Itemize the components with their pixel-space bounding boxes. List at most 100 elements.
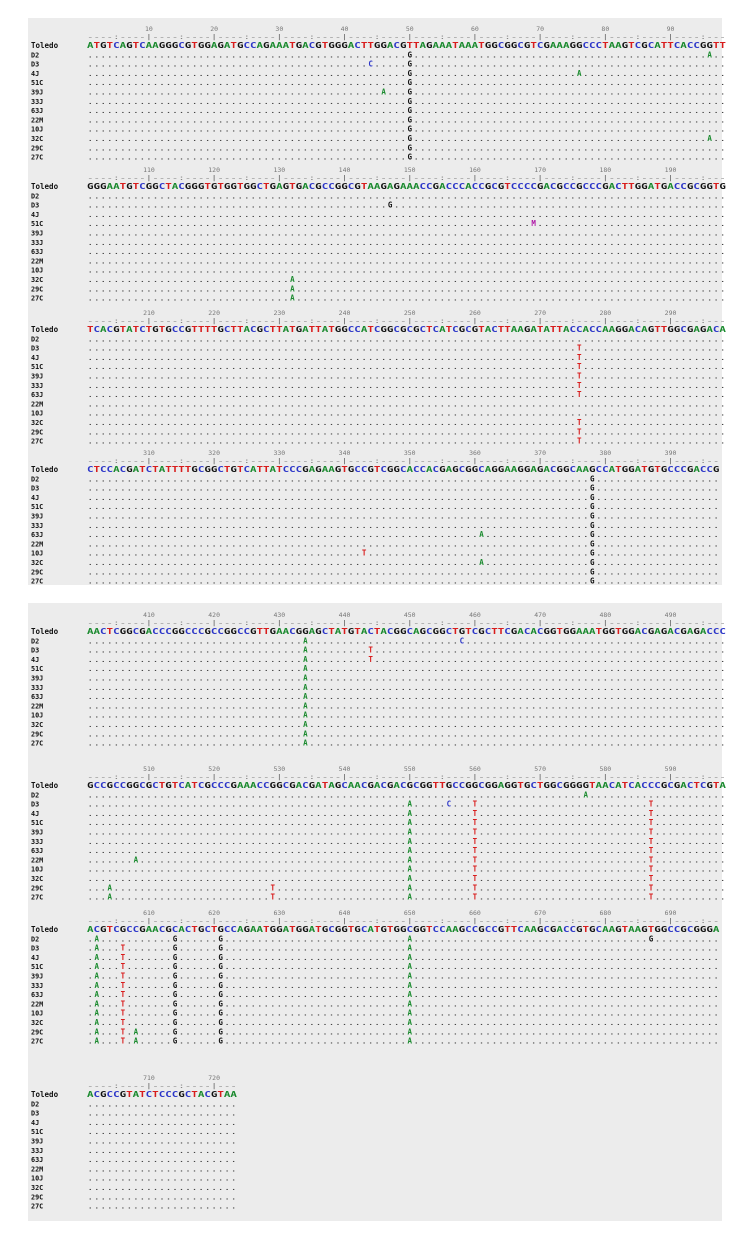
reference-base: G: [543, 627, 550, 636]
reference-base: T: [615, 627, 622, 636]
variant-background: [576, 389, 583, 399]
ruler-tick-label: 350: [404, 449, 416, 457]
reference-base: A: [596, 781, 603, 790]
reference-base: C: [687, 925, 694, 934]
variant-background: [406, 49, 413, 59]
reference-base: C: [159, 1090, 166, 1099]
variant-background: [406, 854, 413, 864]
variant-background: [576, 343, 583, 352]
reference-base: C: [250, 325, 257, 334]
reference-base: G: [139, 925, 146, 934]
sample-label: 32C: [31, 1019, 43, 1027]
reference-base: G: [152, 182, 159, 191]
variant-background: [119, 998, 127, 1008]
reference-base: G: [107, 781, 114, 790]
ruler-tick-label: 430: [273, 611, 285, 619]
variant-base: G: [173, 944, 178, 953]
variant-base: G: [218, 972, 223, 981]
reference-base: A: [635, 627, 642, 636]
sample-sequence-dots: ........................................…: [87, 712, 726, 720]
sample-sequence-dots: ........................................…: [87, 267, 726, 275]
ruler-tick-label: 60: [471, 25, 479, 33]
variant-base: A: [95, 953, 100, 962]
variant-base: A: [479, 530, 484, 539]
variant-background: [576, 417, 583, 426]
sample-label: D2: [31, 935, 39, 943]
variant-background: [471, 864, 479, 873]
reference-base: G: [211, 1090, 218, 1099]
reference-base: A: [152, 41, 159, 50]
reference-base: G: [622, 41, 629, 50]
sample-label: 39J: [31, 675, 43, 683]
variant-base: C: [447, 800, 452, 809]
reference-base: T: [654, 325, 661, 334]
reference-base: C: [674, 182, 681, 191]
reference-base: A: [309, 925, 316, 934]
reference-base: C: [596, 325, 603, 334]
reference-base: A: [563, 41, 570, 50]
reference-base: T: [504, 925, 511, 934]
variant-base: A: [303, 683, 308, 692]
reference-base: A: [133, 465, 140, 474]
reference-base: C: [433, 925, 440, 934]
reference-base: G: [556, 465, 563, 474]
reference-base: G: [602, 627, 609, 636]
reference-base: G: [700, 41, 707, 50]
ruler-tick-label: 570: [534, 765, 546, 773]
variant-background: [471, 892, 479, 901]
reference-base: T: [719, 41, 726, 50]
sample-label: 33J: [31, 98, 43, 106]
ruler-tick-label: 620: [208, 909, 220, 917]
variant-base: G: [407, 134, 412, 143]
variant-base: G: [388, 201, 393, 210]
sample-label: 33J: [31, 1147, 43, 1155]
reference-base: C: [635, 41, 642, 50]
sample-sequence-dots: ........................................…: [87, 559, 719, 567]
variant-base: A: [407, 883, 412, 892]
reference-base: C: [596, 41, 603, 50]
variant-background: [93, 943, 101, 952]
sample-label: 4J: [31, 70, 39, 78]
reference-base: T: [211, 325, 218, 334]
ruler-tick-label: 20: [210, 25, 218, 33]
sample-sequence-dots: ........................................…: [87, 1028, 719, 1036]
reference-base: T: [191, 41, 198, 50]
reference-base: A: [172, 182, 179, 191]
reference-base: T: [374, 465, 381, 474]
sample-sequence-dots: ........................................…: [87, 220, 726, 228]
reference-base: G: [393, 182, 400, 191]
reference-base: G: [511, 627, 518, 636]
reference-base: G: [687, 325, 694, 334]
reference-base: T: [498, 325, 505, 334]
reference-base: C: [348, 325, 355, 334]
variant-base: G: [218, 990, 223, 999]
reference-base: A: [439, 41, 446, 50]
reference-base: T: [622, 182, 629, 191]
reference-base: T: [172, 465, 179, 474]
sample-sequence-dots: ........................................…: [87, 239, 726, 247]
reference-base: G: [406, 781, 413, 790]
reference-base: G: [204, 627, 211, 636]
reference-base: C: [361, 925, 368, 934]
sample-label: D3: [31, 1110, 39, 1118]
reference-base: G: [335, 325, 342, 334]
reference-base: G: [569, 41, 576, 50]
variant-base: T: [649, 874, 654, 883]
reference-base: T: [478, 325, 485, 334]
variant-background: [171, 1008, 179, 1017]
reference-base: T: [191, 925, 198, 934]
reference-base: A: [237, 925, 244, 934]
reference-base: C: [433, 325, 440, 334]
reference-base: G: [87, 781, 94, 790]
ruler-tick-label: 480: [599, 611, 611, 619]
reference-base: G: [126, 182, 133, 191]
variant-base: G: [590, 484, 595, 493]
reference-base: C: [204, 1090, 211, 1099]
ruler-tick-label: 510: [143, 765, 155, 773]
variant-background: [406, 808, 413, 817]
reference-base: C: [94, 325, 101, 334]
sample-sequence-dots: ........................................…: [87, 637, 726, 645]
reference-base: T: [328, 325, 335, 334]
variant-background: [406, 943, 413, 952]
